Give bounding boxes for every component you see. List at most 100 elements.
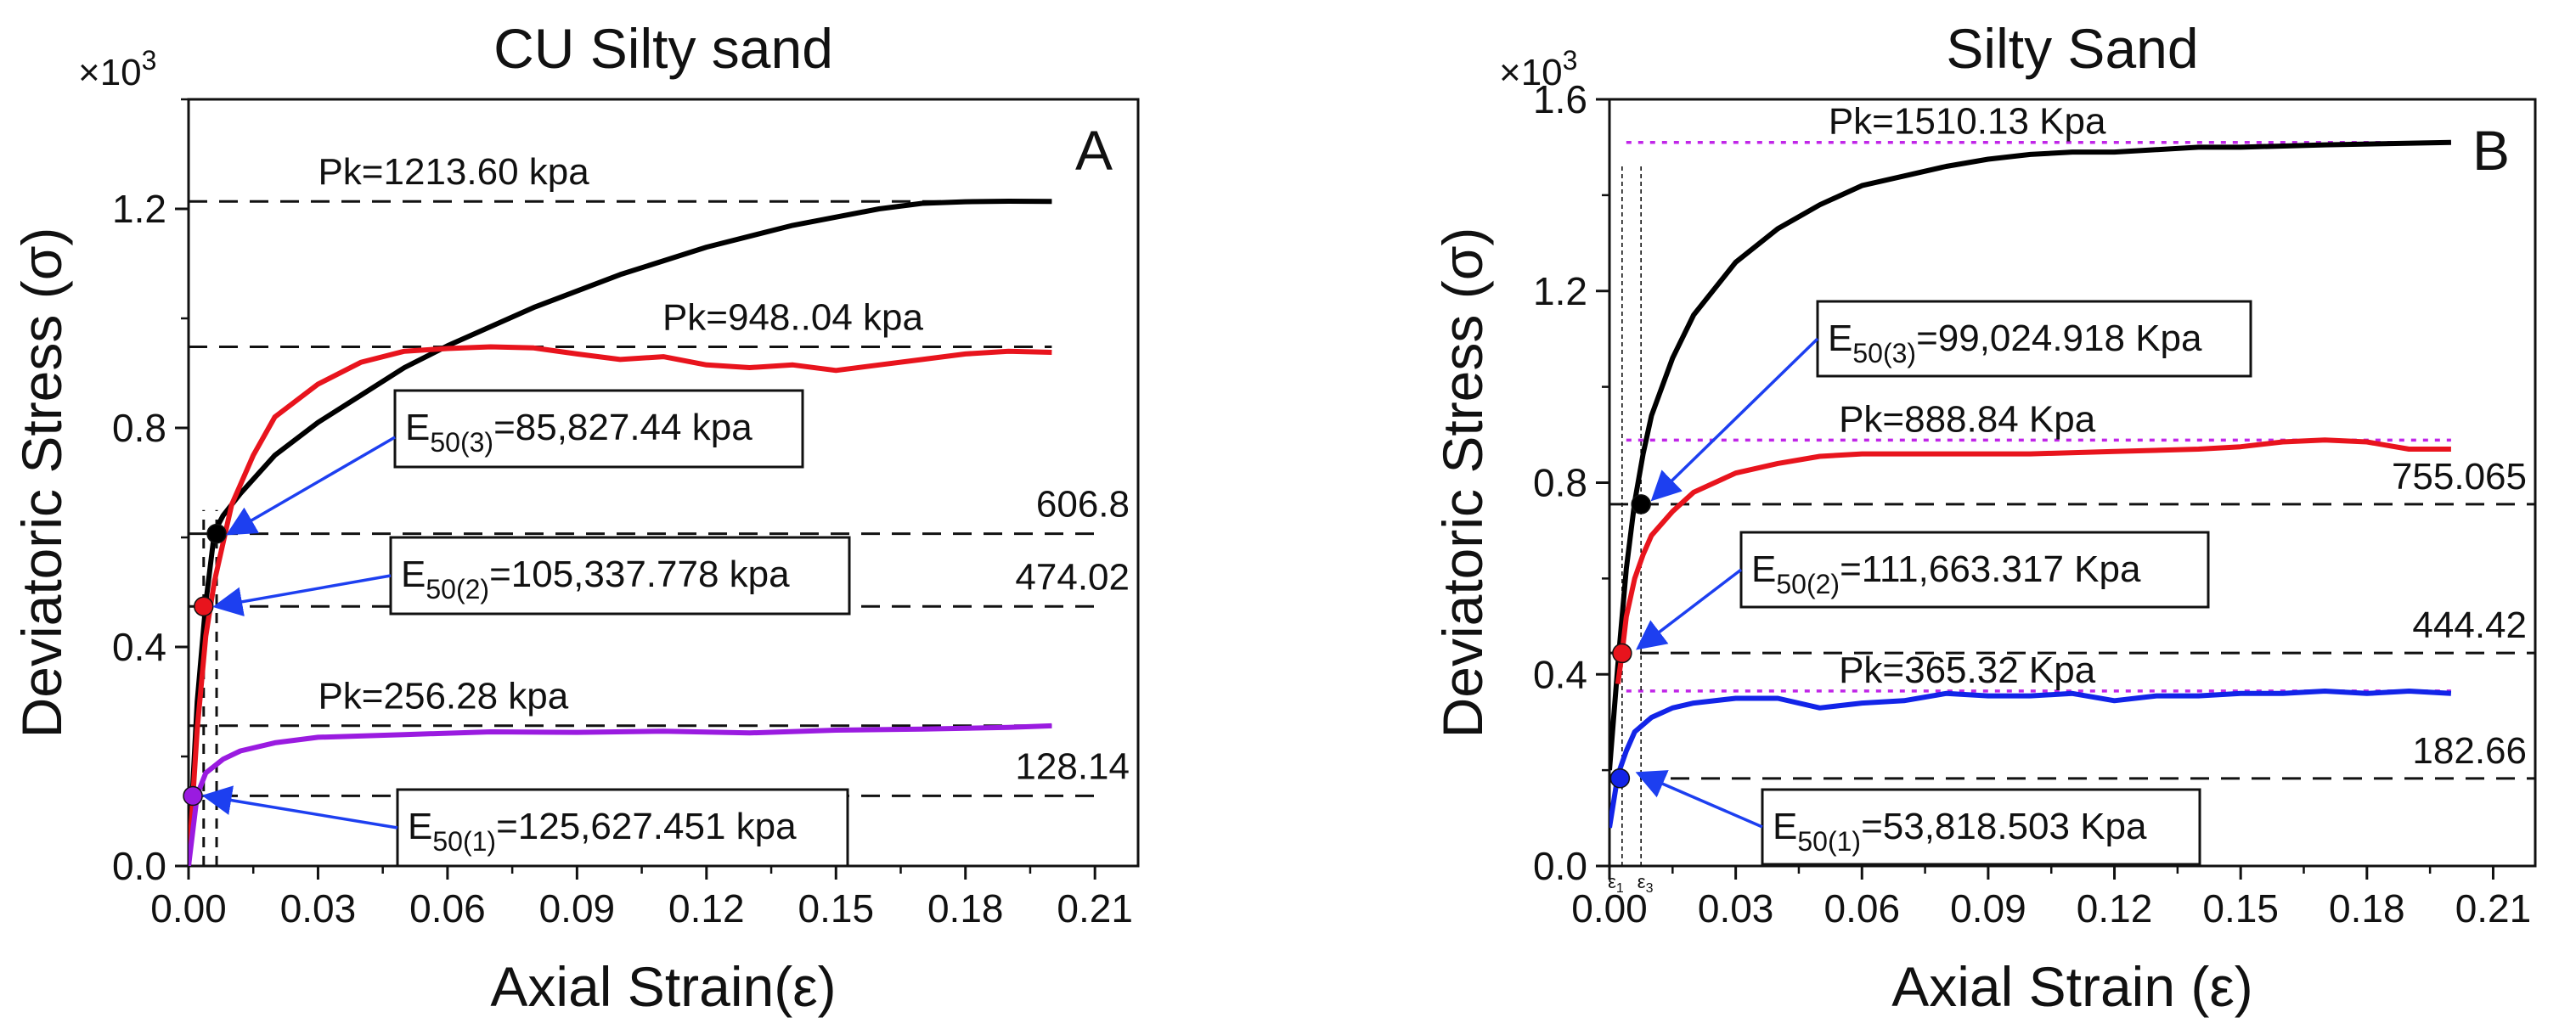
x-tick-label-b: 0.06 [1824, 886, 1901, 931]
x-tick-label-b: 0.18 [2329, 886, 2405, 931]
strain-mark-eps3-sub: 3 [1646, 881, 1654, 896]
plot-frame-a [187, 98, 1140, 868]
x-axis-label-b: Axial Strain (ε) [1891, 955, 2253, 1018]
series-line-a-curve-1 [189, 723, 1052, 866]
e50-arrow-a [226, 436, 396, 536]
e50-annotation-box-b [1739, 531, 2210, 609]
e50-value-b: =53,818.503 Kpa [1861, 806, 2147, 847]
strain-mark-eps1-symbol: ε [1608, 871, 1616, 892]
x-tick-label-a: 0.12 [668, 886, 745, 931]
x-tick-label-b: 0.00 [1571, 886, 1648, 931]
x-tick-label-a: 0.09 [539, 886, 616, 931]
e50-annotation-box-b [1816, 300, 2252, 378]
series-line-b-curve-3 [1609, 139, 2451, 771]
e50-annotation-text-b: E50(2)=111,663.317 Kpa [1751, 548, 2141, 599]
reference-label-a: Pk=948..04 kpa [662, 297, 924, 339]
e50-subscript-b: 50(3) [1852, 338, 1916, 368]
x-tick-label-a: 0.06 [409, 886, 486, 931]
x-axis-label-a: Axial Strain(ε) [490, 955, 836, 1018]
e50-arrow-a [212, 574, 392, 617]
e50-symbol-b: E [1773, 806, 1797, 847]
e50-symbol-a: E [401, 554, 426, 595]
e50-symbol-a: E [405, 407, 430, 448]
x-tick-label-b: 0.03 [1698, 886, 1774, 931]
e50-value-b: =111,663.317 Kpa [1840, 548, 2141, 590]
series-line-b-curve-1 [1609, 689, 2452, 829]
e50-arrow-a [201, 785, 398, 829]
y-tick-label-b: 0.4 [1533, 652, 1587, 696]
e50-arrow-b [1650, 337, 1819, 502]
y-tick-label-b: 1.2 [1533, 269, 1587, 313]
e50-point-a [194, 596, 214, 617]
chart-title-b: Silty Sand [1946, 17, 2198, 80]
y-tick-label-a: 1.2 [112, 187, 166, 231]
x-tick-label-b: 0.09 [1950, 886, 2026, 931]
pk-label-b: Pk=1510.13 Kpa [1829, 101, 2106, 143]
x-tick-label-b: 0.12 [2077, 886, 2153, 931]
e50-point-b [1631, 494, 1651, 514]
pk-label-b: Pk=888.84 Kpa [1839, 398, 2096, 440]
e50-symbol-b: E [1751, 548, 1776, 590]
chart-title-a: CU Silty sand [493, 17, 833, 80]
e50-annotation-text-a: E50(2)=105,337.778 kpa [401, 554, 790, 604]
e50-annotation-text-b: E50(1)=53,818.503 Kpa [1773, 806, 2147, 857]
x-tick-label-b: 0.15 [2202, 886, 2279, 931]
e50-point-b [1612, 643, 1632, 664]
y-tick-label-b: 1.6 [1533, 77, 1587, 121]
reference-label-b: 755.065 [2392, 456, 2527, 498]
x-tick-label-a: 0.03 [280, 886, 357, 931]
e50-annotation-text-a: E50(3)=85,827.44 kpa [405, 407, 753, 458]
panel-label-a: A [1075, 119, 1113, 182]
y-axis-label-b: Deviatoric Stress (σ) [1431, 228, 1494, 739]
e50-subscript-b: 50(2) [1776, 569, 1840, 599]
x-tick-label-a: 0.18 [927, 886, 1004, 931]
y-tick-label-a: 0.4 [112, 625, 166, 669]
x-tick-label-a: 0.21 [1057, 886, 1133, 931]
strain-mark-eps1-b: ε1 [1608, 871, 1624, 896]
panel-label-b: B [2472, 119, 2510, 182]
e50-annotation-box-a [393, 389, 804, 469]
e50-point-a [206, 523, 227, 544]
x-tick-label-a: 0.15 [798, 886, 875, 931]
y-tick-label-a: 0.8 [112, 406, 166, 450]
reference-label-a: 606.8 [1036, 484, 1130, 526]
e50-point-a [183, 785, 203, 807]
e50-arrow-b [1636, 568, 1743, 650]
reference-label-a: 128.14 [1015, 745, 1130, 787]
e50-symbol-a: E [408, 806, 432, 847]
e50-point-b [1609, 768, 1631, 789]
e50-value-b: =99,024.918 Kpa [1916, 318, 2202, 359]
series-line-a-curve-2 [189, 344, 1052, 866]
y-tick-label-b: 0.0 [1533, 844, 1587, 888]
e50-annotation-text-b: E50(3)=99,024.918 Kpa [1828, 318, 2202, 368]
e50-subscript-b: 50(1) [1797, 826, 1861, 857]
series-line-b-curve-2 [1615, 437, 2451, 684]
strain-mark-eps1-sub: 1 [1616, 881, 1624, 896]
x-tick-label-b: 0.21 [2455, 886, 2532, 931]
e50-arrow-b [1635, 770, 1763, 829]
e50-value-a: =125,627.451 kpa [496, 806, 797, 847]
reference-label-b: 444.42 [2412, 604, 2527, 646]
y-tick-label-b: 0.8 [1533, 461, 1587, 505]
e50-subscript-a: 50(2) [426, 574, 489, 604]
strain-mark-eps3-b: ε3 [1637, 871, 1654, 896]
pk-label-b: Pk=365.32 Kpa [1839, 649, 2096, 691]
y-multiplier-a: ×103 [78, 45, 156, 93]
e50-symbol-b: E [1828, 318, 1852, 359]
e50-subscript-a: 50(3) [430, 427, 493, 458]
e50-value-a: =105,337.778 kpa [489, 554, 790, 595]
y-tick-label-a: 0.0 [112, 844, 166, 888]
reference-label-a: Pk=256.28 kpa [318, 676, 568, 717]
y-multiplier-exponent-b: 3 [1563, 45, 1578, 76]
reference-label-b: 182.66 [2412, 730, 2527, 772]
x-tick-label-a: 0.00 [150, 886, 227, 931]
curves-b [1609, 139, 2452, 829]
e50-subscript-a: 50(1) [432, 826, 496, 857]
reference-label-a: Pk=1213.60 kpa [318, 151, 589, 193]
e50-annotation-text-a: E50(1)=125,627.451 kpa [408, 806, 797, 857]
e50-value-a: =85,827.44 kpa [493, 407, 753, 448]
y-multiplier-exponent-a: 3 [142, 45, 157, 76]
